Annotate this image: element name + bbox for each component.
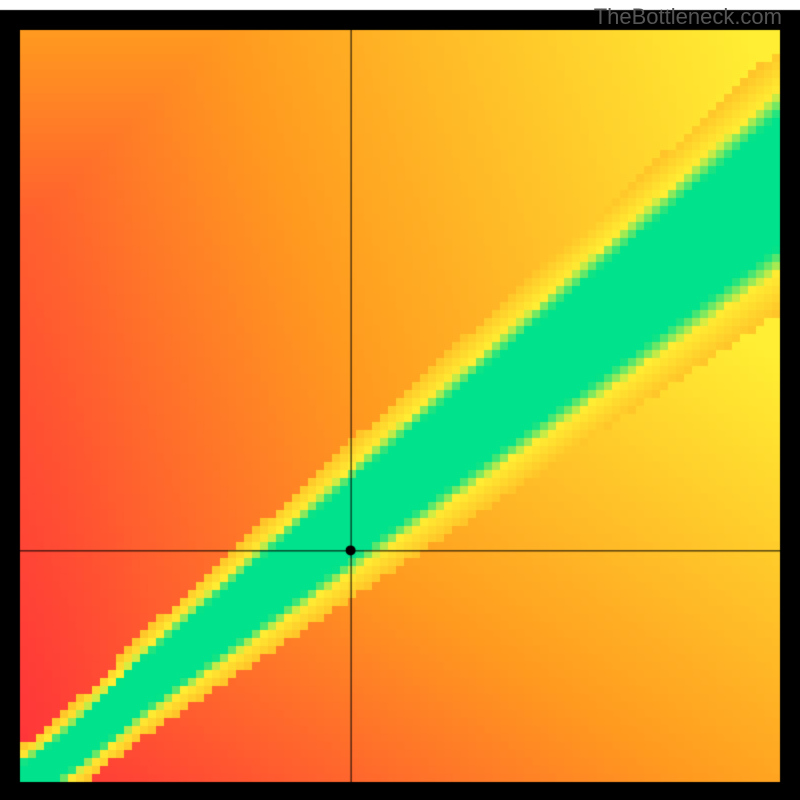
- chart-container: TheBottleneck.com: [0, 0, 800, 800]
- heatmap-canvas: [0, 0, 800, 800]
- attribution-label: TheBottleneck.com: [594, 4, 782, 30]
